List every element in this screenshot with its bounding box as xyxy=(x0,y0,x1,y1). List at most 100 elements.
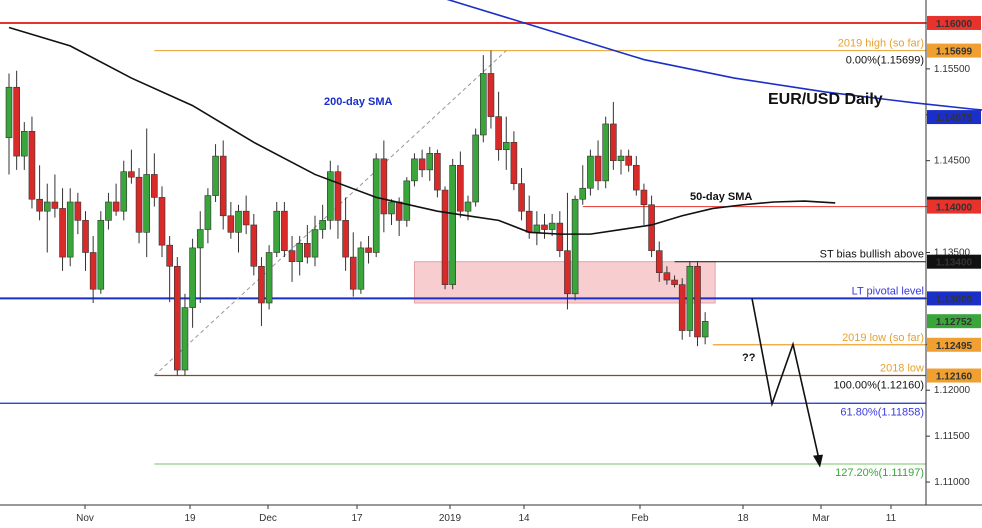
price-box xyxy=(927,15,981,30)
y-tick-label: 1.15500 xyxy=(934,64,971,75)
price-box-label: 1.14000 xyxy=(936,203,973,214)
candle-body xyxy=(380,158,388,215)
candle-body xyxy=(174,265,181,371)
price-box-label: 1.15699 xyxy=(936,47,973,58)
candle-body xyxy=(441,189,449,285)
candle-body xyxy=(426,153,434,171)
candle-body xyxy=(487,73,495,117)
sma-200-label: 200-day SMA xyxy=(324,96,393,108)
fib-label: 0.00%(1.15699) xyxy=(846,55,924,67)
candle-body xyxy=(686,265,694,331)
candle-body xyxy=(678,284,686,331)
candle-body xyxy=(388,201,395,215)
price-box-label: 1.14975 xyxy=(936,113,973,124)
candle-body xyxy=(250,224,258,267)
candle-body xyxy=(518,183,525,212)
candle-body xyxy=(602,123,610,182)
annotations-layer: 200-day SMA 50-day SMA 2019 high (so far) 0… xyxy=(324,38,924,479)
x-tick-label: 17 xyxy=(351,513,363,524)
x-tick-label: 2019 xyxy=(439,513,462,524)
candle-body xyxy=(701,321,709,338)
price-box-label: 1.12160 xyxy=(936,372,973,383)
candle-body xyxy=(181,307,189,371)
candle-body xyxy=(20,131,28,157)
sma-layer xyxy=(8,0,982,235)
price-box-label: 1.13400 xyxy=(936,258,973,269)
question-mark-label: ?? xyxy=(742,352,756,364)
candle-body xyxy=(311,229,319,258)
candle-body xyxy=(112,201,120,212)
projection-path xyxy=(751,298,821,464)
candle-body xyxy=(510,142,518,184)
candle-body xyxy=(89,252,97,290)
price-box xyxy=(927,291,981,306)
candle-body xyxy=(196,229,204,249)
sma-50-label: 50-day SMA xyxy=(690,191,752,203)
candle-body xyxy=(128,171,135,178)
x-tick-label: Nov xyxy=(76,513,94,524)
x-tick-label: 11 xyxy=(886,513,897,524)
sma-50-line xyxy=(8,26,836,235)
candle-body xyxy=(258,265,265,304)
candle-body xyxy=(365,247,372,253)
candle-body xyxy=(304,243,311,258)
level-lines-layer xyxy=(0,21,926,465)
y-tick-label: 1.13500 xyxy=(934,248,971,259)
projection-arrowhead xyxy=(813,454,823,468)
candle-body xyxy=(502,142,510,150)
candle-body xyxy=(472,134,479,203)
price-box xyxy=(927,199,981,214)
candle-body xyxy=(204,195,212,230)
candle-body xyxy=(319,220,326,230)
candle-body xyxy=(594,155,602,182)
y-tick-label: 1.12000 xyxy=(934,385,971,396)
candle-body xyxy=(479,73,487,136)
candle-body xyxy=(105,201,112,221)
candle-body xyxy=(625,155,632,166)
candle-body xyxy=(457,164,464,212)
sma-200-line xyxy=(446,0,982,111)
candle-body xyxy=(28,131,36,200)
candle-body xyxy=(587,155,594,189)
candle-body xyxy=(648,204,655,251)
level-annotation: 2018 low xyxy=(880,363,924,375)
y-tick-label: 1.14500 xyxy=(934,156,971,167)
candle-body xyxy=(143,174,150,233)
candle-body xyxy=(495,116,502,150)
price-box xyxy=(927,254,981,269)
candle-body xyxy=(5,86,13,139)
candle-body xyxy=(411,158,418,182)
price-box xyxy=(927,314,981,329)
candle-body xyxy=(43,201,51,212)
fib-label: 127.20%(1.11197) xyxy=(835,467,924,479)
price-box-label: 1.12752 xyxy=(936,317,973,328)
candle-body xyxy=(120,171,128,212)
candle-body xyxy=(357,247,365,290)
candle-body xyxy=(135,176,143,233)
candle-body xyxy=(349,256,357,290)
candle-body xyxy=(281,210,288,251)
candle-body xyxy=(655,250,663,273)
price-box xyxy=(927,43,981,58)
candle-body xyxy=(640,189,648,206)
candle-body xyxy=(273,210,281,253)
price-box-label: 1.16000 xyxy=(936,19,973,30)
candle-body xyxy=(632,164,640,191)
level-annotation: 2019 high (so far) xyxy=(838,38,924,50)
candle-body xyxy=(525,210,533,233)
x-tick-label: Dec xyxy=(259,513,277,524)
candle-body xyxy=(395,201,403,221)
candle-body xyxy=(97,220,105,290)
candle-body xyxy=(418,158,426,171)
candle-body xyxy=(74,201,82,221)
candle-body xyxy=(571,198,579,295)
candle-body xyxy=(235,210,242,233)
candle-body xyxy=(342,220,349,258)
candle-body xyxy=(671,279,678,285)
candle-body xyxy=(158,197,166,246)
candles-layer xyxy=(5,50,709,376)
candle-body xyxy=(663,272,671,281)
x-tick-label: 14 xyxy=(518,513,530,524)
price-box xyxy=(927,110,981,125)
